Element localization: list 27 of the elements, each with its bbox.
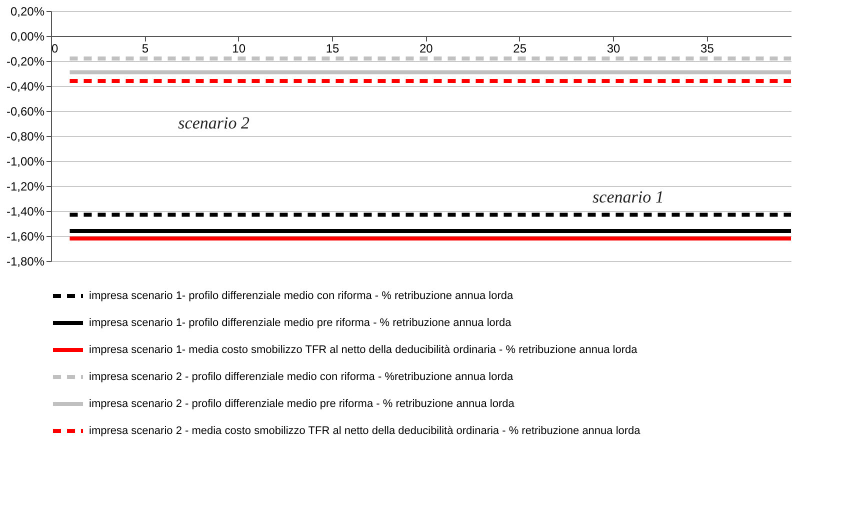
y-tick-label: -0,20% <box>6 54 45 68</box>
annotation: scenario 1 <box>592 187 664 206</box>
y-tick-label: -0,80% <box>6 130 45 144</box>
annotation: scenario 2 <box>178 114 250 132</box>
legend-label: impresa scenario 2 - profilo differenziale medio pre riforma - % retribuzione annua lorda <box>89 398 516 410</box>
legend-label: impresa scenario 1- profilo differenziale medio con riforma - % retribuzione annua lorda <box>89 290 514 302</box>
y-tick-label: 0,20% <box>10 4 45 18</box>
x-tick-label: 10 <box>232 42 246 56</box>
x-tick-label: 15 <box>326 42 340 56</box>
legend-label: impresa scenario 1- profilo differenziale medio pre riforma - % retribuzione annua lorda <box>89 317 512 329</box>
x-tick-label: 5 <box>142 42 149 56</box>
x-tick-label: 35 <box>700 42 714 56</box>
legend-label: impresa scenario 2 - media costo smobilizzo TFR al netto della deducibilità ordinaria - % retribuzione annua lorda <box>89 425 642 437</box>
y-tick-label: -0,40% <box>6 80 45 94</box>
y-tick-label: -1,00% <box>6 154 45 168</box>
y-tick-label: 0,00% <box>10 30 45 44</box>
x-tick-label: 20 <box>420 42 434 56</box>
y-tick-label: -1,40% <box>6 204 45 218</box>
y-tick-label: -1,80% <box>6 254 45 268</box>
legend-label: impresa scenario 1- media costo smobilizzo TFR al netto della deducibilità ordinaria - % retribuzione annua lorda <box>89 344 638 356</box>
y-tick-label: -0,60% <box>6 104 45 118</box>
legend-label: impresa scenario 2 - profilo differenziale medio con riforma - %retribuzione annua lorda <box>89 371 514 383</box>
y-tick-label: -1,60% <box>6 230 45 244</box>
y-tick-label: -1,20% <box>6 180 45 194</box>
x-tick-label: 0 <box>52 42 58 56</box>
x-tick-label: 30 <box>606 42 621 56</box>
x-tick-label: 25 <box>513 42 527 56</box>
